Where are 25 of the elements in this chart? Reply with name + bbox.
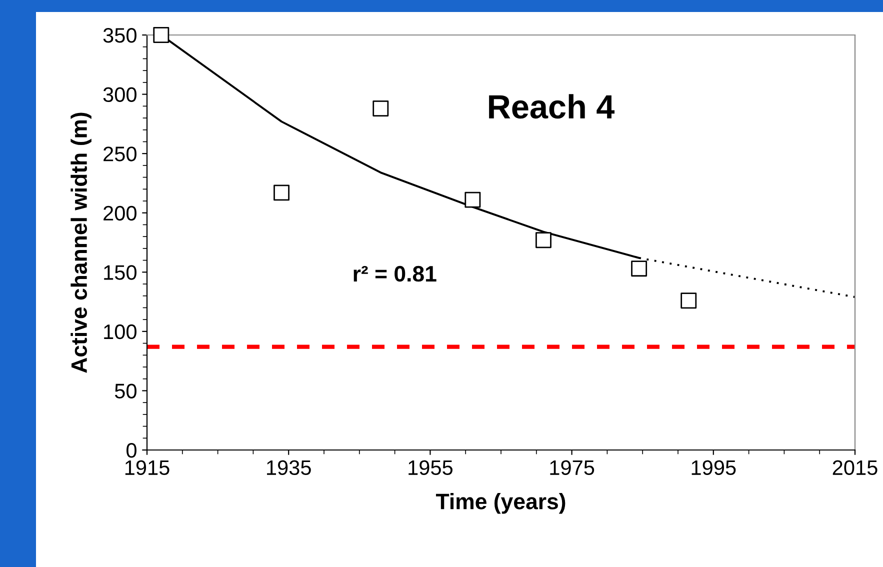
- annotation: Reach 4: [489, 94, 615, 119]
- y-tick-label: 0: [126, 443, 136, 458]
- y-tick-label: 150: [104, 265, 136, 280]
- point: [536, 232, 552, 248]
- x-tick-label: 1955: [408, 460, 452, 476]
- x-axis-title: Time (years): [436, 493, 566, 514]
- x-tick-label: 1975: [550, 460, 594, 476]
- point: [464, 192, 481, 208]
- y-tick-label: 100: [104, 324, 136, 340]
- y-tick-label: 300: [103, 87, 136, 102]
- x-tick-label: 1995: [692, 460, 736, 476]
- x-tick-label: 2015: [832, 460, 878, 476]
- y-tick-label: 250: [104, 146, 136, 162]
- annotation: r² = 0.81: [354, 266, 436, 282]
- x-tick-label: 1935: [267, 460, 311, 476]
- y-tick-label: 350: [103, 28, 136, 43]
- point: [153, 27, 170, 43]
- point: [631, 260, 648, 277]
- point: [274, 184, 290, 201]
- x-tick-label: 1915: [125, 460, 170, 476]
- y-axis-title: Active channel width (m): [70, 112, 92, 373]
- point: [372, 100, 389, 116]
- y-tick-label: 200: [104, 206, 136, 221]
- y-tick-label: 50: [114, 384, 136, 398]
- point: [680, 292, 697, 309]
